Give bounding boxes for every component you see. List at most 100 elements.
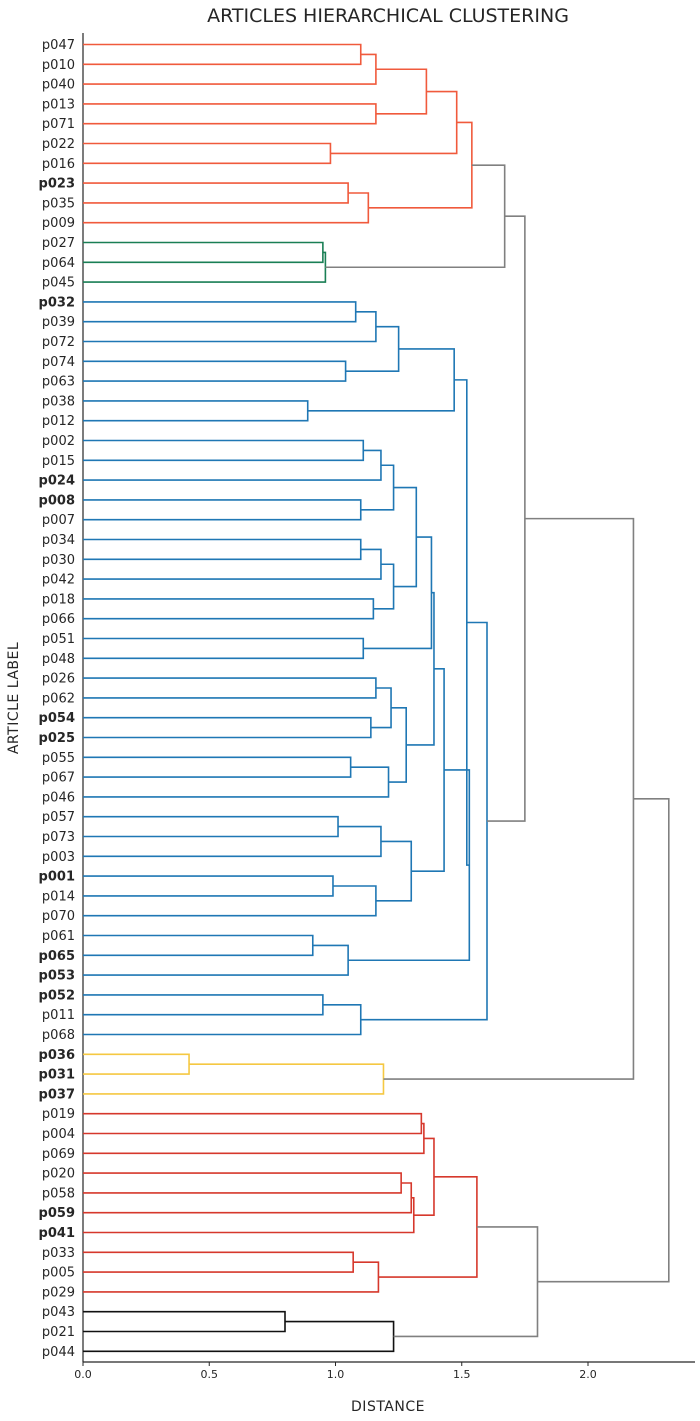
x-tick-label-2.0: 2.0 [579,1368,597,1381]
merge-link-41 [411,668,445,872]
merge-link-27 [83,637,365,660]
merge-link-19 [83,449,382,481]
leaf-label-p059: p059 [39,1206,75,1221]
leaf-label-p046: p046 [42,790,75,805]
leaf-label-p054: p054 [39,711,75,726]
leaf-label-p026: p026 [42,672,75,687]
leaf-labels: p047 p010 p040 p013 p071 p022 p016 p023 p035 p009… [39,38,75,1360]
merge-link-37 [83,825,382,858]
leaf-label-p002: p002 [42,434,75,449]
leaf-label-p010: p010 [42,58,75,73]
merge-link-22 [83,538,362,561]
leaf-label-p039: p039 [42,315,75,330]
leaf-label-p047: p047 [42,38,75,53]
leaf-label-p025: p025 [39,731,75,746]
merge-link-28 [363,536,433,650]
leaf-label-p066: p066 [42,612,75,627]
merge-link-51 [83,1063,385,1095]
x-tick-label-1.0: 1.0 [327,1368,345,1381]
merge-link-52 [383,517,635,1080]
merge-link-31 [370,687,392,729]
merge-link-44 [348,769,471,962]
merge-link-20 [83,499,362,521]
leaf-label-p053: p053 [39,969,75,984]
leaf-label-p073: p073 [42,830,75,845]
merge-link-59 [83,1251,354,1273]
merge-link-50 [83,1053,190,1075]
merge-link-7 [83,192,370,224]
leaf-label-p065: p065 [39,949,75,964]
leaf-label-p014: p014 [42,889,75,904]
leaf-label-p042: p042 [42,573,75,588]
leaf-label-p001: p001 [39,870,75,885]
merge-link-39 [83,885,377,917]
leaf-label-p030: p030 [42,553,75,568]
x-ticks: 0.0 0.5 1.0 1.5 2.0 [74,1362,597,1381]
leaf-label-p048: p048 [42,652,75,667]
merge-link-6 [83,182,349,204]
leaf-label-p068: p068 [42,1028,75,1043]
merge-link-10 [83,251,327,283]
merge-link-56 [83,1182,413,1214]
leaf-label-p038: p038 [42,394,75,409]
leaf-label-p070: p070 [42,909,75,924]
leaf-label-p043: p043 [42,1305,75,1320]
merge-link-30 [83,716,372,739]
leaf-label-p034: p034 [42,533,75,548]
merge-link-35 [406,591,435,746]
merge-link-46 [83,994,324,1016]
leaf-label-p035: p035 [42,196,75,211]
leaf-label-p027: p027 [42,236,75,251]
merge-link-65 [537,798,670,1283]
x-axis-label: DISTANCE [351,1399,425,1415]
x-tick-label-0.0: 0.0 [74,1368,92,1381]
leaf-label-p036: p036 [39,1048,75,1063]
merge-link-17 [307,348,455,412]
leaf-label-p032: p032 [39,295,75,310]
leaf-label-p033: p033 [42,1246,75,1261]
leaf-label-p052: p052 [39,988,75,1003]
leaf-label-p003: p003 [42,850,75,865]
merge-link-36 [83,815,339,838]
merge-link-49 [487,215,526,822]
merge-link-42 [83,934,314,957]
leaf-label-p008: p008 [39,493,75,508]
merge-link-38 [83,875,334,897]
merge-link-60 [83,1261,380,1293]
merge-link-5 [330,90,458,155]
merge-link-18 [83,439,365,462]
leaf-label-p021: p021 [42,1325,75,1340]
leaf-label-p019: p019 [42,1107,75,1122]
merge-link-61 [378,1176,478,1278]
leaf-label-p069: p069 [42,1147,75,1162]
leaf-label-p011: p011 [42,1008,75,1023]
merge-link-21 [360,464,395,511]
leaf-label-p061: p061 [42,929,75,944]
merge-link-57 [83,1197,415,1234]
merge-link-47 [83,1004,362,1036]
leaf-label-p064: p064 [42,256,75,271]
merge-link-43 [83,944,349,976]
merge-link-12 [83,301,357,323]
merge-link-3 [375,68,428,115]
merge-link-54 [83,1122,425,1155]
leaf-label-p016: p016 [42,157,75,172]
merge-link-53 [83,1112,423,1135]
leaf-label-p020: p020 [42,1167,75,1182]
leaf-label-p045: p045 [42,276,75,291]
leaf-label-p022: p022 [42,137,75,152]
merge-link-15 [345,325,400,372]
leaf-label-p051: p051 [42,632,75,647]
merge-link-14 [83,360,347,382]
leaf-label-p024: p024 [39,474,75,489]
leaf-label-p072: p072 [42,335,75,350]
merge-link-29 [83,677,377,699]
leaf-label-p040: p040 [42,78,75,93]
merge-link-16 [83,400,309,422]
merge-link-32 [83,756,352,778]
merge-link-4 [83,142,332,165]
y-axis-label: ARTICLE LABEL [6,642,22,754]
leaf-label-p055: p055 [42,751,75,766]
merge-link-1 [83,53,377,85]
